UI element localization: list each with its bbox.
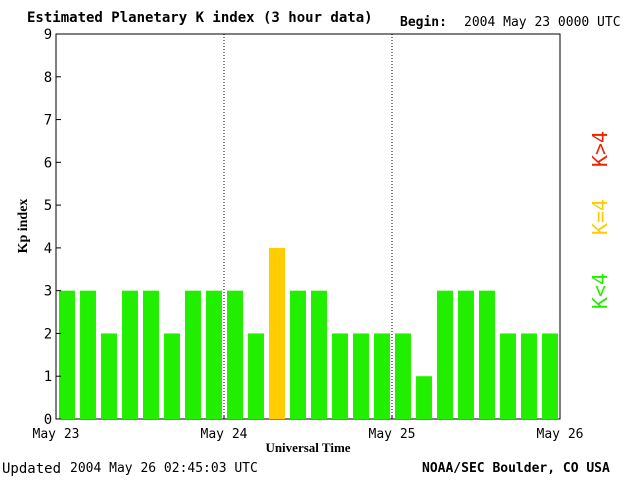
y-tick-label: 4 [44,241,52,257]
y-tick-label: 2 [44,326,52,342]
updated-value: 2004 May 26 02:45:03 UTC [70,461,258,476]
begin-value: 2004 May 23 0000 UTC [464,15,621,30]
updated-label: Updated [2,461,62,477]
kp-bar [353,333,369,419]
kp-bar [101,333,117,419]
kp-bar [521,333,537,419]
kp-bar [437,290,453,419]
kp-bar [143,290,159,419]
legend-equal: K=4 [588,198,612,236]
kp-bar [311,290,327,419]
x-tick-label: May 23 [33,427,80,442]
y-tick-label: 7 [44,113,52,129]
kp-bar [332,333,348,419]
x-tick-label: May 26 [537,427,584,442]
y-tick-label: 1 [44,369,52,385]
kp-bar [269,247,285,419]
plot-frame [55,33,561,420]
chart-title: Estimated Planetary K index (3 hour data… [27,10,373,26]
begin-label: Begin: [400,15,447,30]
kp-bar [80,290,96,419]
y-tick-label: 8 [44,70,52,86]
y-tick-label: 3 [44,284,52,300]
kp-bar [122,290,138,419]
y-axis-label: Kp index [16,199,31,254]
kp-bar [395,333,411,419]
x-tick-label: May 24 [201,427,248,442]
kp-bar [500,333,516,419]
kp-bar [458,290,474,419]
kp-bar [542,333,558,419]
y-tick-label: 9 [44,27,52,43]
kp-bar [374,333,390,419]
kp-bar [227,290,243,419]
kp-bar [479,290,495,419]
kp-bar [164,333,180,419]
kp-bar [185,290,201,419]
legend-above: K>4 [588,130,612,168]
y-tick-label: 6 [44,155,52,171]
y-tick-label: 0 [44,412,52,428]
y-tick-label: 5 [44,198,52,214]
kp-bar [206,290,222,419]
kp-bar [290,290,306,419]
x-axis-label: Universal Time [265,440,350,455]
kp-bar [416,376,432,419]
kp-bar [248,333,264,419]
legend-below: K<4 [588,272,612,310]
kp-bar [59,290,75,419]
x-tick-label: May 25 [369,427,416,442]
footer-credit: NOAA/SEC Boulder, CO USA [422,461,610,476]
